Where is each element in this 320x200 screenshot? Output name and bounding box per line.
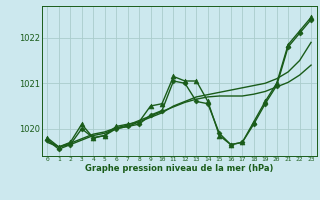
X-axis label: Graphe pression niveau de la mer (hPa): Graphe pression niveau de la mer (hPa) <box>85 164 273 173</box>
